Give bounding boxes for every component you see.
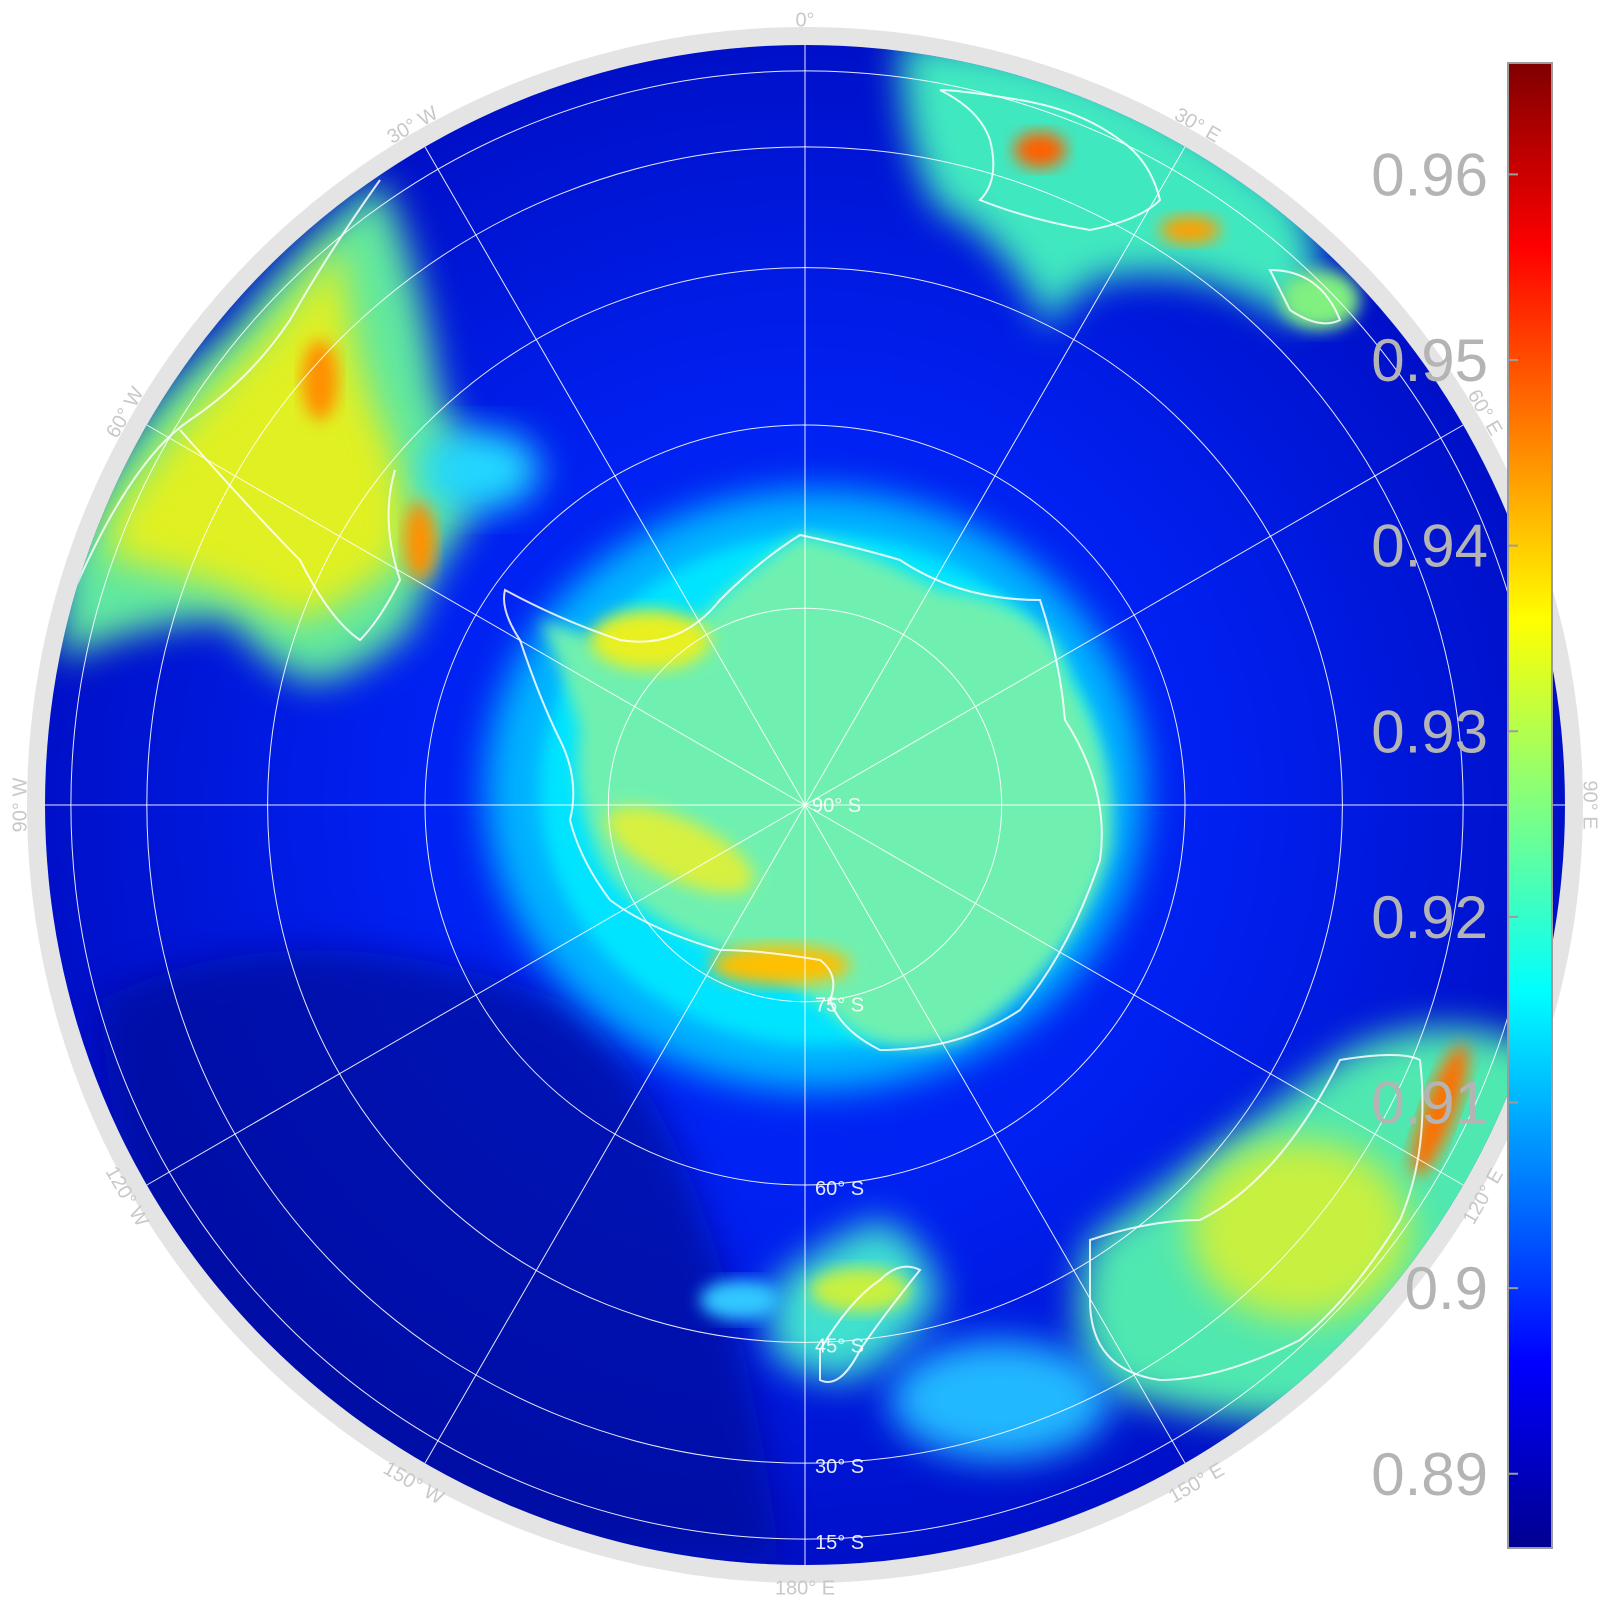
madagascar-coastline: [1268, 268, 1342, 325]
australia-core: [1190, 1140, 1410, 1320]
ross-high-band: [710, 945, 850, 985]
peninsula-high: [590, 610, 710, 670]
colorbar-tick-label: 0.9: [1405, 1255, 1488, 1322]
colorbar-tick-label: 0.92: [1371, 884, 1488, 951]
latitude-label: 30° S: [815, 1456, 864, 1478]
madagascar: [1280, 270, 1360, 330]
tasman-shelf: [890, 1340, 1110, 1460]
longitude-label: 180° E: [775, 1577, 835, 1599]
south-america-coastline: [69, 179, 402, 642]
meridian-line: [424, 146, 806, 806]
meridian-line: [804, 804, 1464, 1186]
colorbar-tick-label: 0.93: [1371, 698, 1488, 765]
colorbar-frame: [1507, 62, 1553, 1549]
meridian-line: [424, 804, 806, 1464]
latitude-labels: 75° S 60° S 45° S 30° S 15° S: [815, 995, 864, 1554]
longitude-label: 0°: [795, 9, 814, 31]
patagonia-peak: [404, 500, 436, 580]
longitude-label: 90° W: [9, 778, 31, 833]
meridian-line: [804, 424, 1464, 806]
south-america-core: [110, 240, 407, 620]
colorbar-tick-label: 0.91: [1371, 1070, 1488, 1137]
latitude-label: 15° S: [815, 1532, 864, 1554]
colorbar-tick-label: 0.89: [1371, 1441, 1488, 1508]
center-label: 90° S: [812, 795, 861, 817]
africa-east-high: [1160, 216, 1220, 244]
meridian-line: [804, 146, 1186, 806]
atlantic-coast-shelf: [420, 430, 540, 510]
colorbar: 0.89 0.9 0.91 0.92 0.93 0.94 0.95 0.96: [1371, 62, 1553, 1549]
africa-landmass: [900, 45, 1318, 330]
andes-peak: [302, 340, 338, 420]
africa-coastline: [939, 89, 1162, 232]
longitude-label: 90° E: [1579, 780, 1601, 829]
west-antarctic-high: [606, 806, 754, 894]
meridian-line: [146, 424, 806, 806]
meridian-line: [146, 804, 806, 1186]
latitude-label: 45° S: [815, 1335, 864, 1357]
new-zealand-coastline: [819, 1265, 922, 1383]
australia-coastline: [1089, 1054, 1424, 1382]
australia-east-peak: [1411, 1043, 1469, 1177]
colorbar-tick-label: 0.95: [1371, 327, 1488, 394]
nz-south-shelf: [700, 1280, 780, 1320]
antarctica-coastline: [503, 533, 1103, 1052]
latitude-label: 75° S: [815, 995, 864, 1017]
colorbar-ticks: 0.89 0.9 0.91 0.92 0.93 0.94 0.95 0.96: [1371, 141, 1518, 1508]
meridian-line: [804, 804, 1186, 1464]
africa-peak: [1014, 132, 1066, 168]
new-zealand-high: [810, 1268, 910, 1312]
latitude-label: 60° S: [815, 1178, 864, 1200]
colorbar-tick-label: 0.96: [1371, 141, 1488, 208]
colorbar-tick-label: 0.94: [1371, 513, 1488, 580]
